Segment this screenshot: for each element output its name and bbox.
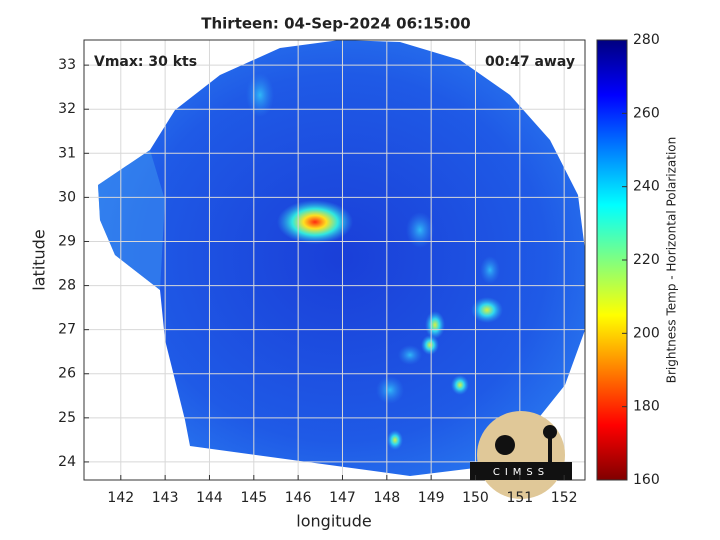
cloud <box>277 200 353 244</box>
y-tick-label: 27 <box>58 322 76 338</box>
colorbar-tick-label: 200 <box>633 325 660 341</box>
annotation: 00:47 away <box>485 54 575 70</box>
swath-image <box>98 40 585 476</box>
y-tick-label: 24 <box>58 454 76 470</box>
colorbar-tick-label: 280 <box>633 32 660 48</box>
y-axis-label: latitude <box>30 229 49 290</box>
x-tick-label: 145 <box>240 490 267 506</box>
plot-area: CIMSS Vmax: 30 kts 00:47 away <box>83 39 586 499</box>
x-tick-label: 150 <box>462 490 489 506</box>
y-tick-label: 28 <box>58 278 76 294</box>
cloud <box>451 375 469 395</box>
colorbar-tick-label: 220 <box>633 252 660 268</box>
cloud <box>398 345 422 365</box>
colorbar-label: Brightness Temp - Horizontal Polarizatio… <box>665 137 679 384</box>
x-axis-label: longitude <box>296 512 371 531</box>
cloud <box>376 376 404 404</box>
swath-edge <box>98 150 165 290</box>
y-tick-label: 25 <box>58 410 76 426</box>
logo-bar <box>470 462 572 480</box>
y-tick-label: 30 <box>58 189 76 205</box>
y-tick-label: 32 <box>58 101 76 117</box>
cloud <box>480 256 500 284</box>
colorbar-tick-label: 160 <box>633 472 660 488</box>
y-tick-label: 26 <box>58 366 76 382</box>
logo-tower-leg <box>548 438 552 462</box>
x-tick-label: 146 <box>285 490 312 506</box>
logo-tower <box>543 425 557 439</box>
colorbar-tick-label: 180 <box>633 399 660 415</box>
x-tick-label: 148 <box>373 490 400 506</box>
x-tick-label: 144 <box>196 490 223 506</box>
swath <box>98 40 585 476</box>
colorbar-tick-label: 260 <box>633 105 660 121</box>
logo: CIMSS <box>470 411 572 499</box>
cloud <box>387 430 403 450</box>
x-tick-label: 147 <box>329 490 356 506</box>
colorbar-tick-label: 240 <box>633 179 660 195</box>
cloud <box>246 73 274 117</box>
annotation: Vmax: 30 kts <box>94 54 197 70</box>
logo-text: CIMSS <box>493 467 549 478</box>
y-tick-label: 29 <box>58 233 76 249</box>
cloud <box>406 212 434 248</box>
x-tick-label: 152 <box>551 490 578 506</box>
y-tick-label: 33 <box>58 57 76 73</box>
plot-frame <box>83 39 586 481</box>
x-tick-label: 143 <box>152 490 179 506</box>
cloud <box>471 297 503 323</box>
x-tick-label: 149 <box>418 490 445 506</box>
cloud <box>421 335 439 355</box>
chart-title: Thirteen: 04-Sep-2024 06:15:00 <box>201 15 471 33</box>
y-tick-label: 31 <box>58 145 76 161</box>
logo-dish <box>495 435 515 455</box>
x-tick-label: 142 <box>107 490 134 506</box>
cloud <box>425 311 445 339</box>
x-tick-label: 151 <box>506 490 533 506</box>
